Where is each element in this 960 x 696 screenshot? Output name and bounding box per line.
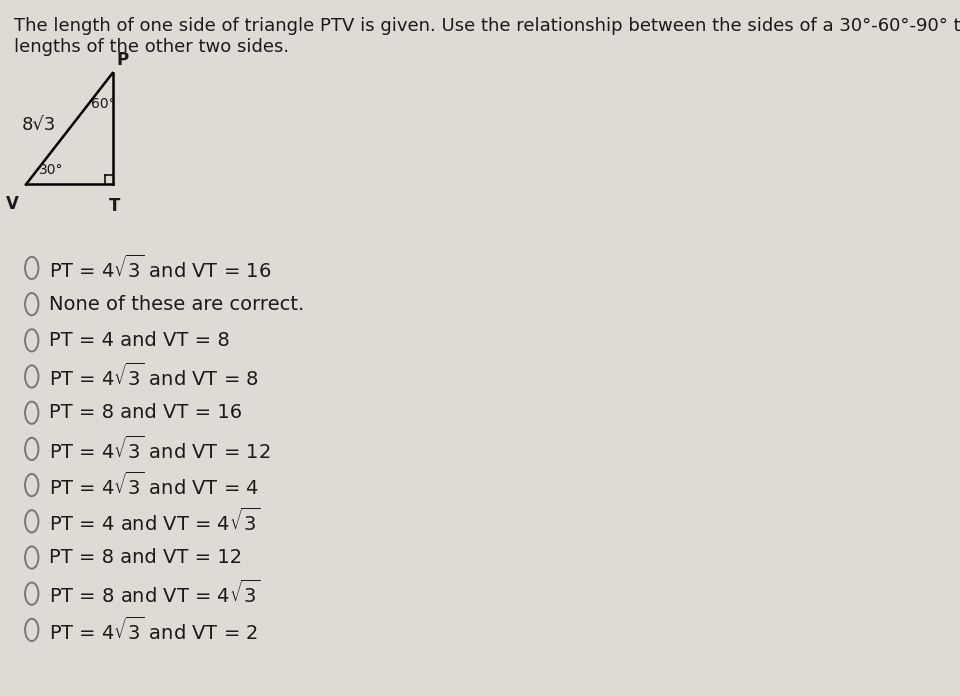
Text: PT = 4$\sqrt{3}$ and VT = 16: PT = 4$\sqrt{3}$ and VT = 16 [49, 254, 271, 282]
Text: PT = 4$\sqrt{3}$ and VT = 8: PT = 4$\sqrt{3}$ and VT = 8 [49, 363, 258, 390]
Text: T: T [109, 197, 121, 215]
Text: PT = 4$\sqrt{3}$ and VT = 4: PT = 4$\sqrt{3}$ and VT = 4 [49, 471, 259, 499]
Text: 30°: 30° [38, 164, 63, 177]
Text: 8√3: 8√3 [22, 116, 57, 134]
Text: PT = 4 and VT = 8: PT = 4 and VT = 8 [49, 331, 229, 350]
Text: PT = 8 and VT = 16: PT = 8 and VT = 16 [49, 403, 242, 422]
Text: P: P [116, 51, 128, 69]
Text: PT = 8 and VT = 12: PT = 8 and VT = 12 [49, 548, 242, 567]
Text: 60°: 60° [90, 97, 115, 111]
Text: The length of one side of triangle PTV is given. Use the relationship between th: The length of one side of triangle PTV i… [14, 17, 960, 35]
Text: lengths of the other two sides.: lengths of the other two sides. [14, 38, 290, 56]
Text: PT = 4$\sqrt{3}$ and VT = 2: PT = 4$\sqrt{3}$ and VT = 2 [49, 616, 258, 644]
Text: PT = 4$\sqrt{3}$ and VT = 12: PT = 4$\sqrt{3}$ and VT = 12 [49, 435, 271, 463]
Text: V: V [6, 195, 19, 213]
Text: PT = 4 and VT = 4$\sqrt{3}$: PT = 4 and VT = 4$\sqrt{3}$ [49, 507, 260, 535]
Text: None of these are correct.: None of these are correct. [49, 294, 304, 314]
Text: PT = 8 and VT = 4$\sqrt{3}$: PT = 8 and VT = 4$\sqrt{3}$ [49, 580, 260, 608]
